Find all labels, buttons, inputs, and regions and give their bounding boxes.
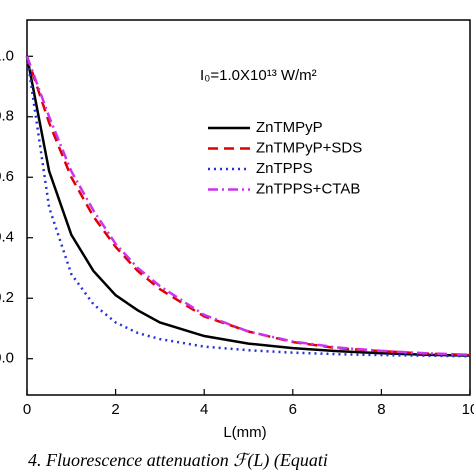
y-tick-label: 0.8 bbox=[0, 108, 14, 125]
y-tick-label: 1.0 bbox=[0, 47, 14, 64]
legend-label: ZnTPPS bbox=[256, 160, 313, 177]
x-tick-label: 2 bbox=[111, 401, 119, 418]
x-tick-label: 4 bbox=[200, 401, 208, 418]
caption: 4. Fluorescence attenuation ℱ(L) (Equati bbox=[28, 450, 328, 471]
x-tick-label: 0 bbox=[23, 401, 31, 418]
series-line bbox=[25, 55, 471, 357]
legend-label: ZnTMPyP bbox=[256, 119, 323, 136]
x-tick-label: 6 bbox=[289, 401, 297, 418]
x-tick-label: 10 bbox=[462, 401, 474, 418]
series-line bbox=[25, 56, 471, 358]
plot-frame bbox=[26, 19, 471, 396]
x-axis-label: L(mm) bbox=[223, 424, 266, 441]
series-line bbox=[25, 55, 471, 357]
y-tick-label: 0.0 bbox=[0, 350, 14, 367]
y-tick-label: 0.2 bbox=[0, 289, 14, 306]
x-tick-label: 8 bbox=[377, 401, 385, 418]
y-tick-label: 0.6 bbox=[0, 168, 14, 185]
y-tick-label: 0.4 bbox=[0, 229, 14, 246]
series-line bbox=[25, 56, 471, 357]
legend-label: ZnTMPyP+SDS bbox=[256, 139, 362, 156]
legend-label: ZnTPPS+CTAB bbox=[256, 180, 360, 197]
annotation: I₀=1.0X10¹³ W/m² bbox=[200, 67, 317, 84]
